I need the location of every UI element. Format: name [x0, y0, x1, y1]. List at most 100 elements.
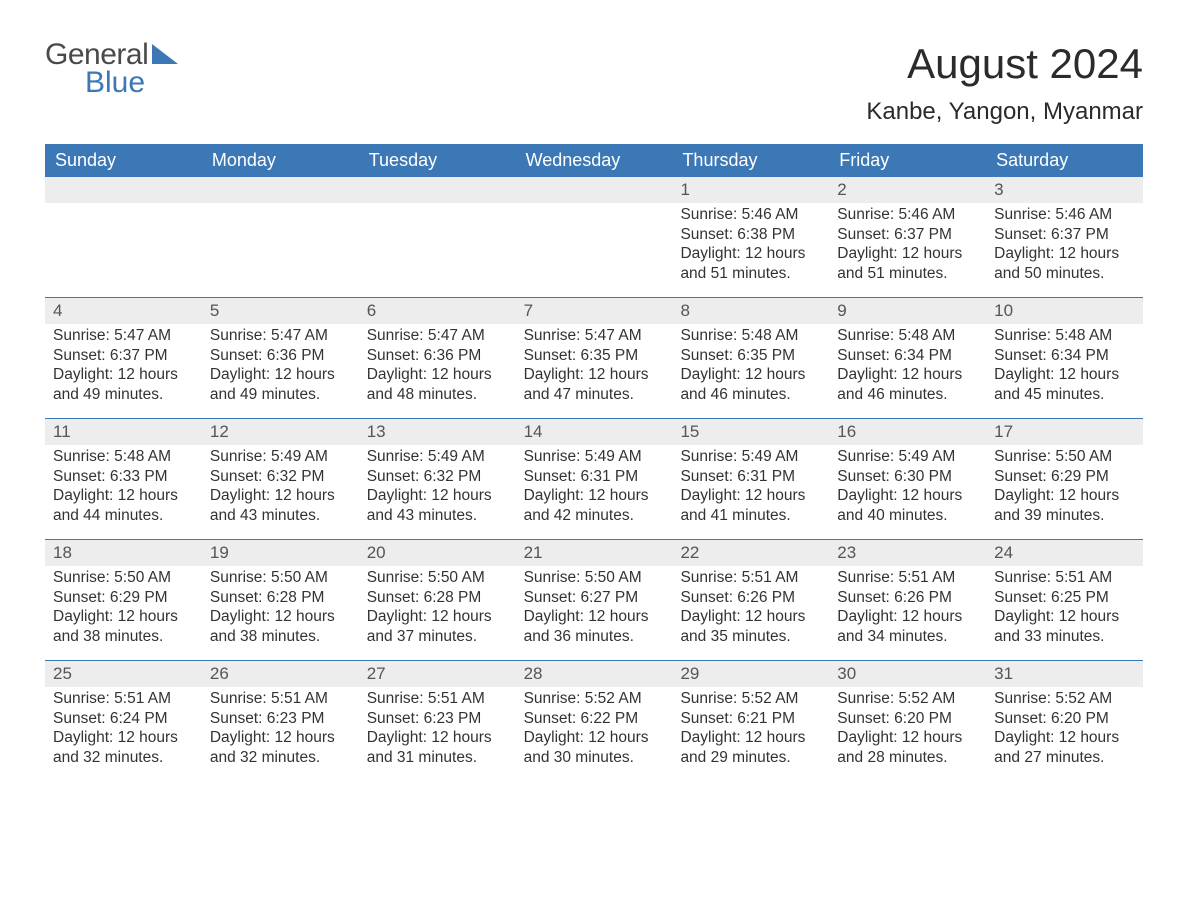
day-body: Sunrise: 5:47 AMSunset: 6:35 PMDaylight:…: [516, 324, 673, 415]
sunset-line: Sunset: 6:23 PM: [210, 709, 351, 729]
day-body: Sunrise: 5:47 AMSunset: 6:36 PMDaylight:…: [202, 324, 359, 415]
calendar-cell: 15Sunrise: 5:49 AMSunset: 6:31 PMDayligh…: [672, 419, 829, 539]
day-body: Sunrise: 5:49 AMSunset: 6:32 PMDaylight:…: [202, 445, 359, 536]
calendar-cell: 2Sunrise: 5:46 AMSunset: 6:37 PMDaylight…: [829, 177, 986, 297]
day-header-thursday: Thursday: [672, 144, 829, 177]
daylight-line: Daylight: 12 hours and 50 minutes.: [994, 244, 1135, 284]
location: Kanbe, Yangon, Myanmar: [866, 98, 1143, 126]
day-number: 11: [45, 419, 202, 445]
sunrise-line: Sunrise: 5:49 AM: [210, 447, 351, 467]
sunrise-line: Sunrise: 5:48 AM: [837, 326, 978, 346]
sunset-line: Sunset: 6:31 PM: [680, 467, 821, 487]
sunrise-line: Sunrise: 5:49 AM: [367, 447, 508, 467]
day-number: 23: [829, 540, 986, 566]
calendar-week: 1Sunrise: 5:46 AMSunset: 6:38 PMDaylight…: [45, 177, 1143, 297]
sunrise-line: Sunrise: 5:46 AM: [994, 205, 1135, 225]
daylight-line: Daylight: 12 hours and 49 minutes.: [210, 365, 351, 405]
sunrise-line: Sunrise: 5:50 AM: [53, 568, 194, 588]
day-number: 18: [45, 540, 202, 566]
day-number: 15: [672, 419, 829, 445]
calendar-cell: 11Sunrise: 5:48 AMSunset: 6:33 PMDayligh…: [45, 419, 202, 539]
calendar-week: 18Sunrise: 5:50 AMSunset: 6:29 PMDayligh…: [45, 539, 1143, 660]
daylight-line: Daylight: 12 hours and 46 minutes.: [837, 365, 978, 405]
day-header-row: Sunday Monday Tuesday Wednesday Thursday…: [45, 144, 1143, 177]
sunset-line: Sunset: 6:23 PM: [367, 709, 508, 729]
sunrise-line: Sunrise: 5:51 AM: [837, 568, 978, 588]
sunset-line: Sunset: 6:37 PM: [53, 346, 194, 366]
calendar-cell: 31Sunrise: 5:52 AMSunset: 6:20 PMDayligh…: [986, 661, 1143, 781]
sunrise-line: Sunrise: 5:51 AM: [994, 568, 1135, 588]
calendar-cell: 7Sunrise: 5:47 AMSunset: 6:35 PMDaylight…: [516, 298, 673, 418]
sunrise-line: Sunrise: 5:50 AM: [367, 568, 508, 588]
daylight-line: Daylight: 12 hours and 38 minutes.: [53, 607, 194, 647]
calendar-cell: 19Sunrise: 5:50 AMSunset: 6:28 PMDayligh…: [202, 540, 359, 660]
calendar-cell: 12Sunrise: 5:49 AMSunset: 6:32 PMDayligh…: [202, 419, 359, 539]
daylight-line: Daylight: 12 hours and 27 minutes.: [994, 728, 1135, 768]
daylight-line: Daylight: 12 hours and 38 minutes.: [210, 607, 351, 647]
sunset-line: Sunset: 6:20 PM: [994, 709, 1135, 729]
day-number: 12: [202, 419, 359, 445]
day-body: Sunrise: 5:47 AMSunset: 6:37 PMDaylight:…: [45, 324, 202, 415]
sunrise-line: Sunrise: 5:49 AM: [837, 447, 978, 467]
day-body: Sunrise: 5:50 AMSunset: 6:27 PMDaylight:…: [516, 566, 673, 657]
day-header-monday: Monday: [202, 144, 359, 177]
calendar-cell: 22Sunrise: 5:51 AMSunset: 6:26 PMDayligh…: [672, 540, 829, 660]
calendar-week: 4Sunrise: 5:47 AMSunset: 6:37 PMDaylight…: [45, 297, 1143, 418]
header: General Blue August 2024 Kanbe, Yangon, …: [45, 40, 1143, 126]
sunset-line: Sunset: 6:29 PM: [53, 588, 194, 608]
sunset-line: Sunset: 6:29 PM: [994, 467, 1135, 487]
sunrise-line: Sunrise: 5:50 AM: [210, 568, 351, 588]
day-body: Sunrise: 5:51 AMSunset: 6:25 PMDaylight:…: [986, 566, 1143, 657]
day-body: Sunrise: 5:50 AMSunset: 6:28 PMDaylight:…: [359, 566, 516, 657]
day-header-friday: Friday: [829, 144, 986, 177]
sunrise-line: Sunrise: 5:49 AM: [680, 447, 821, 467]
daylight-line: Daylight: 12 hours and 35 minutes.: [680, 607, 821, 647]
day-number: 29: [672, 661, 829, 687]
day-number: 16: [829, 419, 986, 445]
daylight-line: Daylight: 12 hours and 37 minutes.: [367, 607, 508, 647]
sunset-line: Sunset: 6:35 PM: [524, 346, 665, 366]
day-number: 28: [516, 661, 673, 687]
sunrise-line: Sunrise: 5:48 AM: [53, 447, 194, 467]
calendar-cell: [45, 177, 202, 297]
day-header-sunday: Sunday: [45, 144, 202, 177]
sunset-line: Sunset: 6:28 PM: [210, 588, 351, 608]
calendar-cell: 9Sunrise: 5:48 AMSunset: 6:34 PMDaylight…: [829, 298, 986, 418]
sunset-line: Sunset: 6:28 PM: [367, 588, 508, 608]
day-body: Sunrise: 5:49 AMSunset: 6:31 PMDaylight:…: [516, 445, 673, 536]
day-number: 17: [986, 419, 1143, 445]
calendar-cell: 25Sunrise: 5:51 AMSunset: 6:24 PMDayligh…: [45, 661, 202, 781]
sunset-line: Sunset: 6:38 PM: [680, 225, 821, 245]
sunrise-line: Sunrise: 5:47 AM: [367, 326, 508, 346]
calendar-cell: [359, 177, 516, 297]
day-body: Sunrise: 5:51 AMSunset: 6:26 PMDaylight:…: [672, 566, 829, 657]
day-header-wednesday: Wednesday: [516, 144, 673, 177]
daylight-line: Daylight: 12 hours and 41 minutes.: [680, 486, 821, 526]
calendar-cell: 30Sunrise: 5:52 AMSunset: 6:20 PMDayligh…: [829, 661, 986, 781]
month-title: August 2024: [866, 40, 1143, 88]
sunset-line: Sunset: 6:27 PM: [524, 588, 665, 608]
sunset-line: Sunset: 6:35 PM: [680, 346, 821, 366]
day-body: Sunrise: 5:51 AMSunset: 6:24 PMDaylight:…: [45, 687, 202, 778]
day-body: Sunrise: 5:50 AMSunset: 6:29 PMDaylight:…: [986, 445, 1143, 536]
calendar: Sunday Monday Tuesday Wednesday Thursday…: [45, 144, 1143, 781]
calendar-week: 11Sunrise: 5:48 AMSunset: 6:33 PMDayligh…: [45, 418, 1143, 539]
calendar-week: 25Sunrise: 5:51 AMSunset: 6:24 PMDayligh…: [45, 660, 1143, 781]
sunrise-line: Sunrise: 5:49 AM: [524, 447, 665, 467]
day-body: Sunrise: 5:48 AMSunset: 6:34 PMDaylight:…: [829, 324, 986, 415]
sunrise-line: Sunrise: 5:51 AM: [53, 689, 194, 709]
sunset-line: Sunset: 6:34 PM: [837, 346, 978, 366]
title-block: August 2024 Kanbe, Yangon, Myanmar: [866, 40, 1143, 126]
day-body: Sunrise: 5:48 AMSunset: 6:34 PMDaylight:…: [986, 324, 1143, 415]
day-number: 26: [202, 661, 359, 687]
sunrise-line: Sunrise: 5:46 AM: [680, 205, 821, 225]
calendar-cell: 27Sunrise: 5:51 AMSunset: 6:23 PMDayligh…: [359, 661, 516, 781]
sunrise-line: Sunrise: 5:51 AM: [210, 689, 351, 709]
logo: General Blue: [45, 40, 178, 98]
daylight-line: Daylight: 12 hours and 34 minutes.: [837, 607, 978, 647]
daylight-line: Daylight: 12 hours and 48 minutes.: [367, 365, 508, 405]
calendar-cell: 29Sunrise: 5:52 AMSunset: 6:21 PMDayligh…: [672, 661, 829, 781]
day-number: [45, 177, 202, 203]
sunrise-line: Sunrise: 5:47 AM: [210, 326, 351, 346]
day-number: [359, 177, 516, 203]
